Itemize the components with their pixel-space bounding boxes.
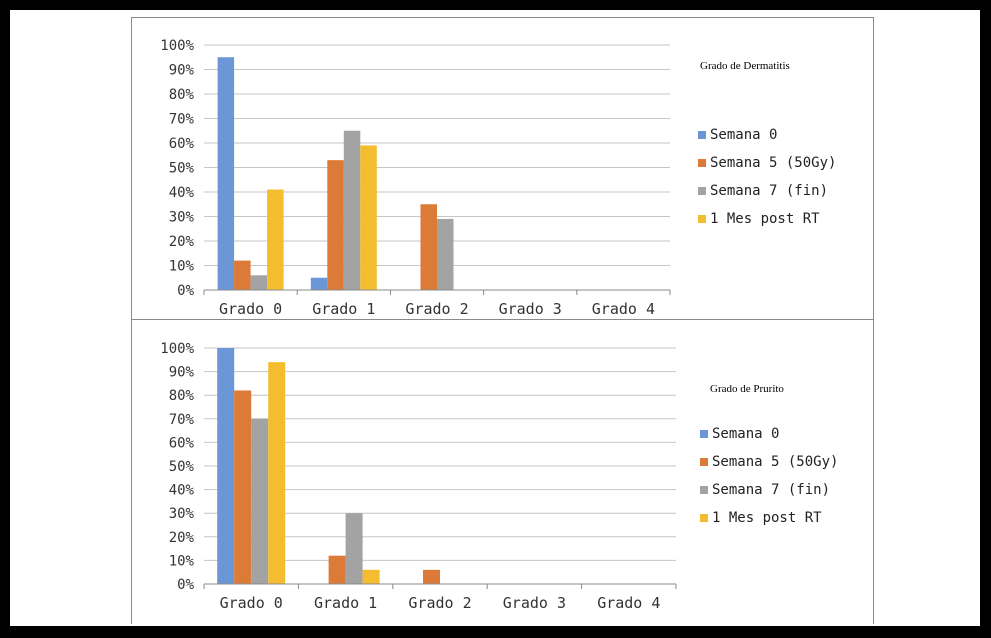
- x-tick-label: Grado 3: [503, 594, 566, 612]
- x-tick-label: Grado 4: [597, 594, 660, 612]
- y-tick-label: 10%: [169, 259, 195, 275]
- legend-swatch: [700, 486, 708, 494]
- legend-item: Semana 7 (fin): [700, 476, 838, 504]
- y-tick-label: 50%: [169, 459, 195, 475]
- bar: [268, 362, 286, 584]
- chart-prurito: 0% 10% 20% 30% 40% 50% 60% 70% 80% 90% 100% Grado 0…: [160, 341, 677, 612]
- y-tick-label: 80%: [169, 87, 195, 103]
- y-tick-label: 40%: [169, 483, 195, 499]
- y-tick-label: 20%: [169, 530, 195, 546]
- legend-label: Semana 7 (fin): [710, 183, 829, 199]
- y-tick-label: 0%: [177, 283, 194, 299]
- bar: [420, 204, 437, 290]
- legend-swatch: [698, 159, 706, 167]
- legend-swatch: [700, 458, 708, 466]
- y-tick-label: 70%: [169, 412, 195, 428]
- legend-dermatitis: Semana 0 Semana 5 (50Gy) Semana 7 (fin) …: [698, 121, 836, 233]
- legend-item: Semana 5 (50Gy): [698, 149, 836, 177]
- chart-panel-prurito: 0% 10% 20% 30% 40% 50% 60% 70% 80% 90% 100% Grado 0…: [131, 319, 874, 624]
- legend-item: Semana 0: [700, 420, 838, 448]
- legend-item: Semana 5 (50Gy): [700, 448, 838, 476]
- bar: [343, 130, 361, 290]
- bar: [217, 348, 235, 584]
- bar: [328, 555, 346, 584]
- x-tick-label: Grado 2: [408, 594, 471, 612]
- y-tick-label: 0%: [177, 577, 194, 593]
- bar: [251, 418, 269, 584]
- legend-item: 1 Mes post RT: [700, 504, 838, 532]
- y-tick-label: 50%: [169, 161, 195, 177]
- y-tick-label: 90%: [169, 365, 195, 381]
- legend-label: Semana 5 (50Gy): [712, 454, 839, 470]
- bar: [310, 277, 328, 290]
- chart-title-dermatitis: Grado de Dermatitis: [700, 60, 790, 72]
- bar: [423, 569, 440, 584]
- bar: [327, 160, 344, 290]
- y-tick-label: 40%: [169, 185, 195, 201]
- x-tick-label: Grado 2: [405, 300, 468, 318]
- y-tick-label: 20%: [169, 234, 195, 250]
- y-tick-label: 60%: [169, 435, 195, 451]
- legend-prurito: Semana 0 Semana 5 (50Gy) Semana 7 (fin) …: [700, 420, 838, 532]
- y-tick-label: 30%: [169, 210, 195, 226]
- chart-dermatitis: 0% 10% 20% 30% 40% 50% 60% 70% 80% 90% 100% Grado 0…: [160, 38, 671, 318]
- legend-swatch: [698, 131, 706, 139]
- bar: [234, 390, 252, 584]
- y-tick-label: 10%: [169, 553, 195, 569]
- legend-label: Semana 5 (50Gy): [710, 155, 837, 171]
- y-tick-label: 80%: [169, 388, 195, 404]
- x-tick-label: Grado 3: [499, 300, 562, 318]
- x-tick-label: Grado 0: [219, 300, 282, 318]
- bar: [345, 513, 363, 584]
- legend-item: Semana 0: [698, 121, 836, 149]
- chart-title-prurito: Grado de Prurito: [710, 383, 784, 395]
- legend-swatch: [698, 187, 706, 195]
- bar: [234, 260, 251, 290]
- y-tick-label: 100%: [160, 38, 194, 54]
- legend-swatch: [700, 430, 708, 438]
- legend-swatch: [700, 514, 708, 522]
- legend-label: Semana 0: [712, 426, 780, 442]
- bar: [362, 569, 380, 584]
- legend-label: Semana 7 (fin): [712, 482, 831, 498]
- bar: [250, 275, 268, 290]
- x-tick-label: Grado 4: [592, 300, 655, 318]
- bar: [437, 218, 454, 290]
- chart-panel-dermatitis: 0% 10% 20% 30% 40% 50% 60% 70% 80% 90% 100% Grado 0…: [131, 17, 874, 320]
- legend-label: Semana 0: [710, 127, 778, 143]
- y-tick-label: 90%: [169, 63, 195, 79]
- x-tick-label: Grado 1: [312, 300, 375, 318]
- x-tick-label: Grado 1: [314, 594, 377, 612]
- legend-label: 1 Mes post RT: [710, 211, 820, 227]
- bar: [267, 189, 284, 290]
- legend-swatch: [698, 215, 706, 223]
- y-tick-label: 70%: [169, 112, 195, 128]
- y-tick-label: 30%: [169, 506, 195, 522]
- y-tick-label: 60%: [169, 136, 195, 152]
- legend-item: Semana 7 (fin): [698, 177, 836, 205]
- legend-label: 1 Mes post RT: [712, 510, 822, 526]
- y-tick-label: 100%: [160, 341, 194, 357]
- legend-item: 1 Mes post RT: [698, 205, 836, 233]
- bar: [360, 145, 377, 290]
- x-tick-label: Grado 0: [220, 594, 283, 612]
- bar: [217, 57, 235, 290]
